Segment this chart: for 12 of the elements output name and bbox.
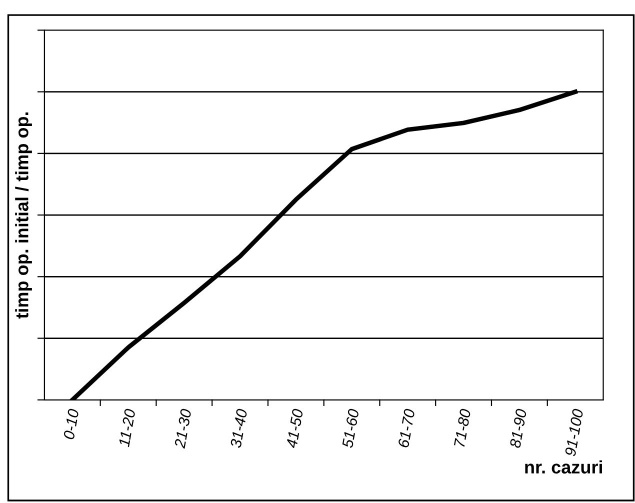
x-tick-label: 51-60	[342, 408, 360, 448]
x-tick-label: 61-70	[398, 408, 416, 448]
x-tick-label: 71-80	[454, 408, 471, 448]
x-tick-label: 41-50	[286, 408, 304, 449]
x-tick-label: 0-10	[63, 408, 80, 440]
x-tick-label: 91-100	[564, 408, 584, 456]
x-tick-label: 11-20	[118, 408, 136, 448]
x-tick-label: 81-90	[509, 408, 527, 448]
x-axis-title: nr. cazuri	[525, 460, 602, 474]
x-tick-label: 21-30	[174, 408, 192, 449]
y-axis-title: timp op. initial / timp op.	[15, 112, 32, 319]
x-tick-label: 31-40	[230, 408, 248, 448]
